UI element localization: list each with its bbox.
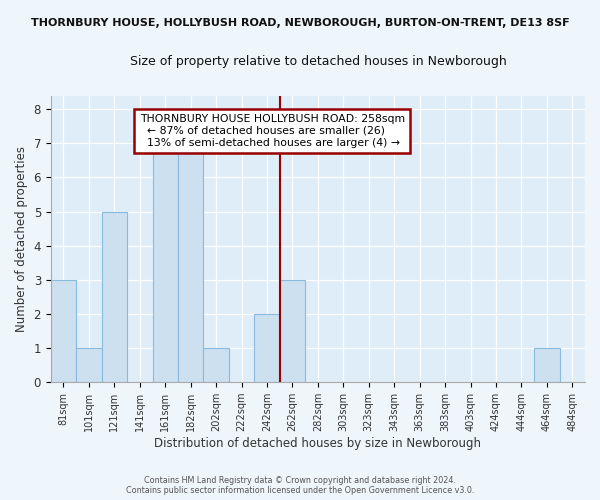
Bar xyxy=(76,348,101,382)
X-axis label: Distribution of detached houses by size in Newborough: Distribution of detached houses by size … xyxy=(154,437,481,450)
Bar xyxy=(254,314,280,382)
Bar xyxy=(203,348,229,382)
Text: Contains HM Land Registry data © Crown copyright and database right 2024.
Contai: Contains HM Land Registry data © Crown c… xyxy=(126,476,474,495)
Bar xyxy=(101,212,127,382)
Bar xyxy=(178,144,203,382)
Bar xyxy=(280,280,305,382)
Text: THORNBURY HOUSE, HOLLYBUSH ROAD, NEWBOROUGH, BURTON-ON-TRENT, DE13 8SF: THORNBURY HOUSE, HOLLYBUSH ROAD, NEWBORO… xyxy=(31,18,569,28)
Bar xyxy=(152,144,178,382)
Y-axis label: Number of detached properties: Number of detached properties xyxy=(15,146,28,332)
Bar xyxy=(534,348,560,382)
Bar xyxy=(51,280,76,382)
Text: THORNBURY HOUSE HOLLYBUSH ROAD: 258sqm
  ← 87% of detached houses are smaller (2: THORNBURY HOUSE HOLLYBUSH ROAD: 258sqm ←… xyxy=(140,114,405,148)
Title: Size of property relative to detached houses in Newborough: Size of property relative to detached ho… xyxy=(130,55,506,68)
